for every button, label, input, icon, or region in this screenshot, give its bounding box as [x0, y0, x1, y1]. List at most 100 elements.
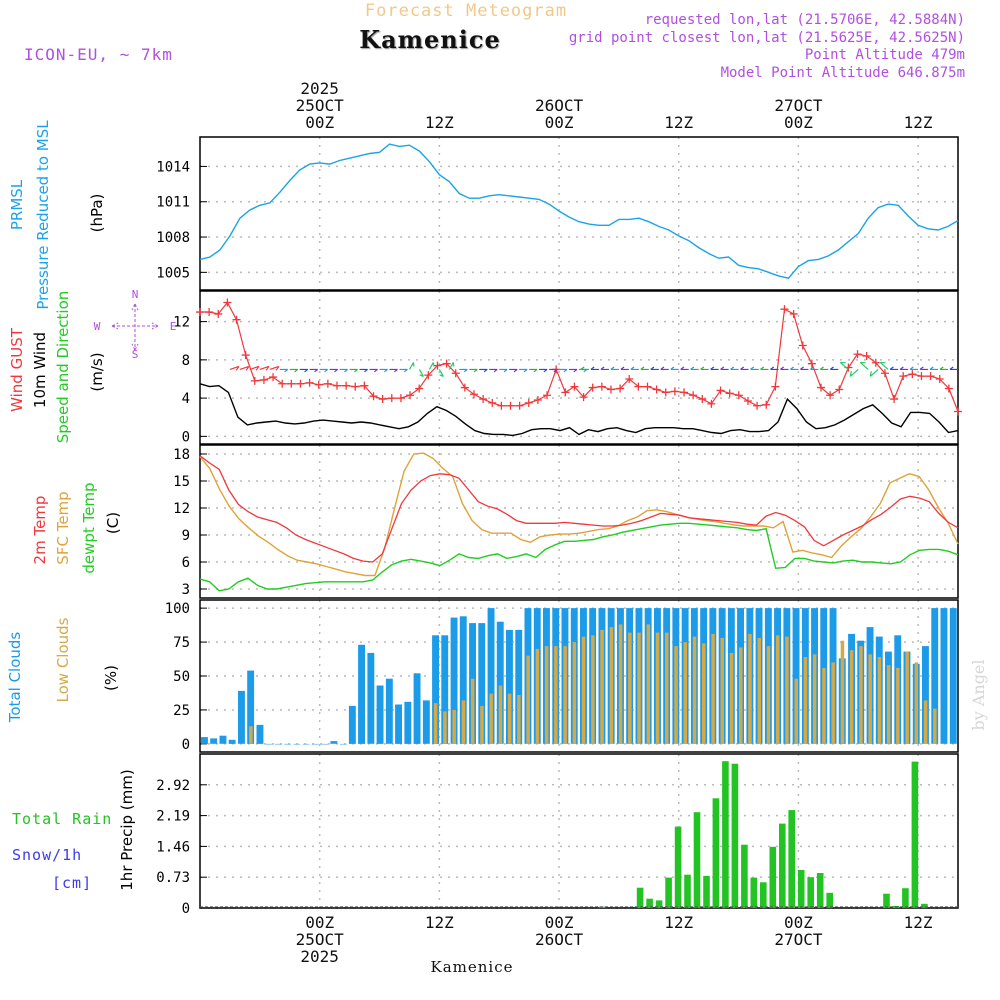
- wind-direction-arrow: [660, 366, 669, 371]
- total-cloud-bar: [413, 673, 421, 744]
- total-cloud-bar: [330, 741, 338, 744]
- wind-direction-arrow: [319, 368, 329, 373]
- gust-marker: [798, 341, 807, 350]
- gust-marker: [880, 369, 889, 378]
- gust-marker: [771, 382, 780, 391]
- precip-axis-label: 1hr Precip (mm): [118, 769, 136, 890]
- wind-direction-arrow: [949, 366, 958, 371]
- wind-direction-arrow: [909, 366, 919, 371]
- pressure-label-long: Pressure Reduced to MSL: [34, 120, 52, 310]
- wind-direction-arrow: [780, 366, 789, 371]
- low-cloud-bar: [766, 646, 771, 744]
- wind-direction-arrow: [519, 368, 528, 373]
- low-cloud-bar: [720, 638, 724, 744]
- gust-marker: [625, 374, 634, 383]
- gust-marker: [561, 388, 570, 397]
- gust-marker: [396, 394, 405, 403]
- y-tick-label: 50: [173, 669, 190, 685]
- wind-direction-arrow: [750, 366, 759, 371]
- wind-direction-arrow: [399, 368, 408, 373]
- gust-marker: [479, 395, 488, 404]
- wind-direction-arrow: [448, 362, 455, 370]
- total-cloud-bar: [949, 608, 957, 744]
- wind-direction-arrow: [849, 368, 859, 377]
- low-cloud-bar: [507, 693, 512, 744]
- low-cloud-bar: [914, 662, 919, 744]
- gust-marker: [460, 383, 469, 392]
- gust-marker: [826, 391, 835, 400]
- gust-marker: [698, 395, 707, 404]
- total-cloud-bar: [367, 652, 375, 744]
- low-clouds-label: Low Clouds: [54, 617, 72, 702]
- wind-direction-arrow: [428, 362, 435, 370]
- low-cloud-bar: [452, 709, 456, 744]
- wind-direction-arrow: [309, 368, 319, 373]
- wind-direction-arrow: [459, 368, 468, 373]
- low-cloud-bar: [581, 636, 586, 744]
- total-cloud-bar: [284, 743, 292, 745]
- low-cloud-bar: [794, 678, 798, 744]
- rain-bar: [883, 893, 890, 908]
- low-cloud-bar: [526, 655, 530, 744]
- gust-marker: [789, 309, 798, 318]
- gust-marker: [424, 371, 433, 380]
- gust-marker: [515, 401, 524, 410]
- gust-marker: [853, 350, 862, 359]
- low-cloud-bar: [831, 662, 835, 744]
- rain-bar: [665, 877, 672, 908]
- low-cloud-bar: [609, 627, 614, 744]
- low-cloud-bar: [591, 635, 595, 744]
- y-tick-label: 15: [173, 474, 190, 490]
- total-cloud-bar: [432, 635, 439, 744]
- wind-direction-arrow: [418, 369, 424, 377]
- low-cloud-bar: [683, 642, 687, 744]
- low-cloud-bar: [600, 629, 604, 744]
- low-cloud-bar: [840, 640, 845, 744]
- low-cloud-bar: [739, 647, 743, 744]
- time-label-bottom: 12Z: [425, 913, 454, 932]
- page-title: Kamenice: [359, 25, 501, 54]
- gust-marker: [817, 383, 826, 392]
- low-cloud-bar: [785, 636, 789, 744]
- wind-direction-arrow: [329, 368, 339, 373]
- gust-marker: [954, 407, 962, 416]
- low-cloud-bar: [544, 646, 549, 744]
- gust-marker: [241, 351, 250, 360]
- gust-marker: [689, 391, 698, 400]
- wind-direction-arrow: [239, 365, 250, 371]
- panel-frame: [199, 444, 959, 599]
- time-label-top: 00Z: [305, 113, 334, 132]
- low-cloud-bar: [443, 711, 447, 744]
- gust-marker: [652, 385, 661, 394]
- wind-direction-arrow: [289, 368, 299, 373]
- wind-direction-arrow: [549, 368, 558, 373]
- total-cloud-bar: [348, 705, 356, 744]
- gust-marker: [305, 378, 314, 387]
- gust-marker: [926, 372, 935, 381]
- wind-direction-arrow: [730, 366, 739, 371]
- gust-marker: [908, 370, 917, 379]
- wind-direction-arrow: [269, 365, 280, 371]
- rain-bar: [636, 887, 644, 908]
- rain-bar: [807, 877, 814, 908]
- total-cloud-bar: [358, 644, 365, 744]
- total-cloud-bar: [293, 743, 301, 745]
- rain-bar: [712, 798, 720, 908]
- total-cloud-bar: [321, 743, 329, 745]
- time-label-bottom: 00Z: [545, 913, 574, 932]
- low-cloud-bar: [877, 657, 882, 744]
- gust-marker: [314, 380, 323, 389]
- rain-bar: [797, 870, 805, 908]
- gust-marker: [506, 401, 515, 410]
- total-cloud-bar: [385, 678, 393, 744]
- y-tick-label: 1008: [156, 230, 190, 246]
- total-cloud-bar: [219, 735, 227, 744]
- rain-bar: [816, 873, 824, 908]
- low-cloud-bar: [868, 654, 872, 744]
- y-tick-label: 1011: [156, 195, 190, 211]
- clouds-unit: (%): [102, 665, 120, 691]
- time-label-bottom: 12Z: [904, 913, 933, 932]
- total-cloud-bar: [515, 629, 523, 744]
- rain-bar: [826, 892, 833, 908]
- gust-marker: [415, 384, 424, 393]
